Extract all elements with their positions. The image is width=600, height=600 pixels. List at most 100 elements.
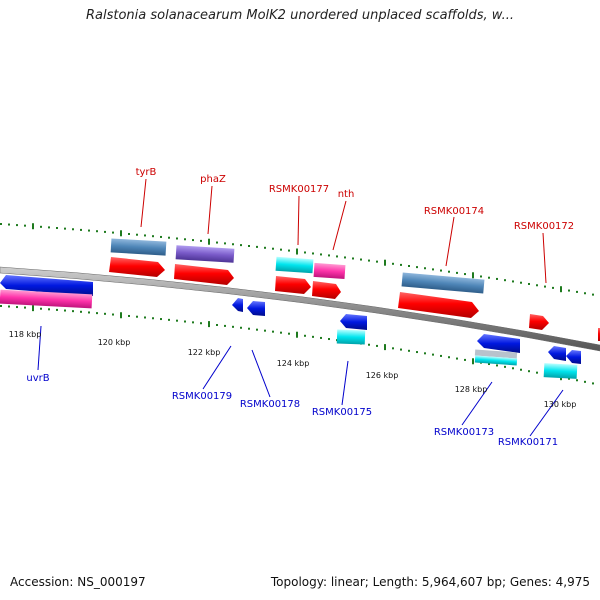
tick-mark [48,308,50,311]
gene-feature[interactable] [401,272,485,294]
tick-mark [16,224,18,227]
tick-mark [128,232,130,235]
tick-mark [496,364,498,367]
tick-mark [112,313,114,316]
tick-mark [432,268,434,271]
cds-arrow[interactable] [312,281,341,299]
bottom-leaders [37,325,564,437]
tick-mark [536,371,538,374]
tick-mark [80,228,82,231]
cds-arrow[interactable] [398,292,479,318]
tick-mark [504,365,506,368]
gene-feature[interactable] [247,301,265,316]
gene-label-uvrb[interactable]: uvrB [26,373,49,384]
tick-mark [464,273,466,276]
gene-feature[interactable] [474,355,518,366]
tick-mark [200,322,202,325]
tick-mark [416,266,418,269]
tick-mark [576,290,578,293]
scale-label: 128 kbp [455,385,488,394]
gene-feature[interactable] [110,238,167,256]
tick-mark [440,269,442,272]
gene-feature[interactable] [275,256,314,274]
tick-mark [592,382,594,385]
tick-mark [0,223,2,225]
tick-mark [0,305,2,307]
gene-label-rsmk00173[interactable]: RSMK00173 [434,427,494,438]
tick-mark [232,243,234,246]
tick-mark [480,275,482,278]
tick-mark [456,357,458,360]
tick-mark [400,263,402,266]
gene-feature[interactable] [566,350,581,364]
tick-mark [24,306,26,309]
gene-feature[interactable] [340,314,367,330]
scale-label: 124 kbp [277,359,310,368]
gene-feature[interactable] [0,275,93,296]
tick-mark [272,330,274,333]
gene-feature[interactable] [313,262,346,280]
tick-mark [344,256,346,259]
gene-label-tyrb[interactable]: tyrB [136,167,157,178]
tick-mark [552,286,554,289]
scale-label: 126 kbp [366,371,399,380]
tick-mark [120,230,122,237]
tick-mark [568,289,570,292]
tick-mark [272,247,274,250]
tick-mark [96,230,98,233]
tick-mark [424,267,426,270]
tick-mark [448,270,450,273]
tick-mark [440,354,442,357]
gene-feature[interactable] [543,363,578,379]
gene-label-rsmk00178[interactable]: RSMK00178 [240,399,300,410]
gene-label-nth[interactable]: nth [338,189,355,200]
tick-mark [72,228,74,231]
tick-mark [8,305,10,308]
tick-mark [232,325,234,328]
cds-arrow[interactable] [529,314,549,330]
tick-mark [32,223,34,230]
gene-feature[interactable] [175,245,235,263]
tick-mark [216,241,218,244]
tick-mark [328,338,330,341]
gene-feature[interactable] [477,334,520,353]
tick-mark [488,276,490,279]
gene-label-rsmk00177[interactable]: RSMK00177 [269,184,329,195]
tick-mark [168,236,170,239]
tick-mark [544,285,546,288]
gene-feature[interactable] [474,349,518,359]
cds-arrow[interactable] [275,276,311,294]
cds-arrow[interactable] [174,264,234,285]
tick-mark [240,326,242,329]
gene-label-phaz[interactable]: phaZ [200,174,226,185]
accession-text: Accession: NS_000197 [10,575,146,589]
tick-mark [264,246,266,249]
tick-mark [368,343,370,346]
tick-mark [368,259,370,262]
tick-mark [392,347,394,350]
gene-label-rsmk00171[interactable]: RSMK00171 [498,437,558,448]
tick-mark [592,293,594,296]
tick-mark [112,231,114,234]
tick-mark [64,309,66,312]
tick-mark [488,363,490,366]
gene-feature[interactable] [336,329,366,345]
cds-arrow[interactable] [109,257,165,277]
gene-label-rsmk00172[interactable]: RSMK00172 [514,221,574,232]
tick-mark [56,227,58,230]
scale-label: 122 kbp [188,348,221,357]
tick-mark [104,312,106,315]
gene-feature[interactable] [0,289,93,309]
gene-label-rsmk00174[interactable]: RSMK00174 [424,206,484,217]
tick-mark [168,318,170,321]
gene-label-rsmk00175[interactable]: RSMK00175 [312,407,372,418]
tick-mark [304,251,306,254]
tick-mark [432,353,434,356]
tick-mark [184,238,186,241]
tick-mark [224,242,226,245]
gene-feature[interactable] [548,346,566,361]
tick-mark [456,271,458,274]
gene-label-rsmk00179[interactable]: RSMK00179 [172,391,232,402]
gene-feature[interactable] [232,298,243,312]
